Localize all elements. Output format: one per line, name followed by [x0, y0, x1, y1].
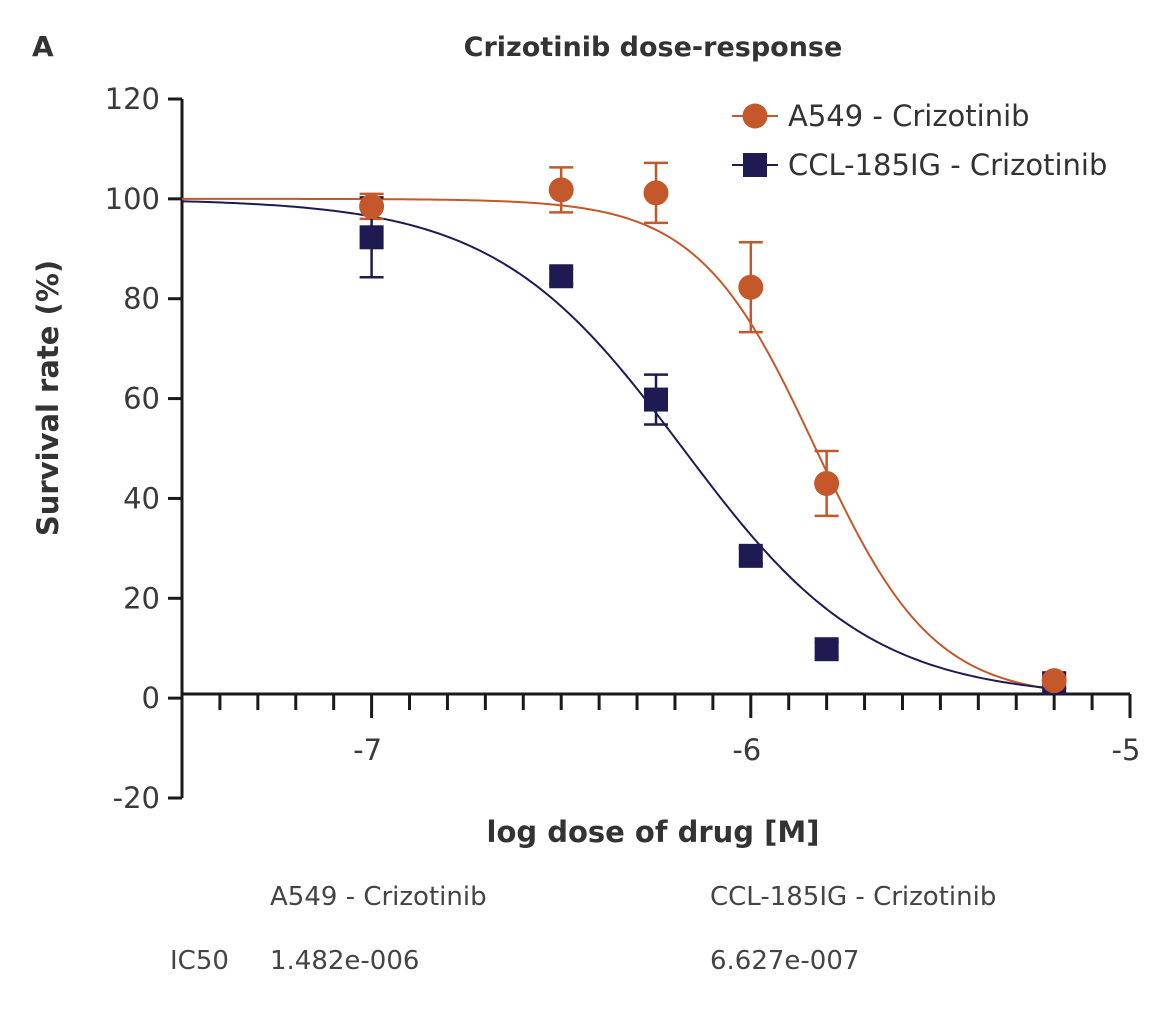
ic50-col-header-ccl185ig: CCL-185IG - Crizotinib	[710, 882, 997, 912]
data-point-ccl185ig	[814, 637, 839, 662]
y-axis-title: Survival rate (%)	[31, 260, 65, 536]
ic50-value-a549: 1.482e-006	[270, 946, 420, 976]
legend-marker-a549	[742, 103, 768, 129]
ic50-value-ccl185ig: 6.627e-007	[710, 946, 860, 976]
legend-label-a549: A549 - Crizotinib	[788, 99, 1030, 133]
x-axis-title: log dose of drug [M]	[487, 815, 820, 849]
chart-title: Crizotinib dose-response	[464, 32, 843, 63]
legend: A549 - Crizotinib CCL-185IG - Crizotinib	[732, 99, 1107, 182]
fit-curve-ccl185ig	[181, 200, 1055, 690]
ic50-col-header-a549: A549 - Crizotinib	[270, 882, 487, 912]
data-point-a549	[1041, 668, 1067, 694]
data-point-ccl185ig	[549, 264, 574, 289]
y-tick-label: 100	[105, 182, 160, 216]
data-point-a549	[643, 180, 669, 206]
ic50-row-label: IC50	[170, 946, 229, 976]
data-markers	[359, 177, 1067, 696]
y-tick-label: 80	[123, 282, 160, 316]
y-tick-label: -20	[113, 781, 160, 815]
x-ticks: -7 -6 -5	[218, 694, 1141, 767]
x-tick-label: -7	[353, 733, 382, 767]
data-point-a549	[548, 177, 574, 203]
y-tick-label: 0	[142, 681, 160, 715]
legend-marker-ccl185ig	[743, 153, 767, 177]
y-ticks: -20 0 20 40 60 80 100 120	[105, 82, 182, 815]
y-tick-label: 40	[123, 481, 160, 515]
panel-label: A	[32, 30, 54, 63]
y-tick-label: 60	[123, 382, 160, 416]
data-point-a549	[359, 193, 385, 219]
error-bars	[359, 161, 1067, 690]
data-point-ccl185ig	[644, 387, 668, 412]
x-tick-label: -6	[732, 733, 761, 767]
data-point-a549	[738, 274, 764, 300]
axes	[180, 99, 1130, 798]
fit-curves	[181, 197, 1055, 691]
fit-curve-a549	[182, 197, 1055, 691]
data-point-ccl185ig	[738, 543, 763, 568]
y-tick-label: 20	[123, 581, 160, 615]
x-tick-label: -5	[1112, 733, 1141, 767]
y-tick-label: 120	[105, 82, 160, 116]
data-point-a549	[814, 470, 840, 496]
legend-label-ccl185ig: CCL-185IG - Crizotinib	[788, 148, 1107, 182]
data-point-ccl185ig	[359, 225, 384, 250]
